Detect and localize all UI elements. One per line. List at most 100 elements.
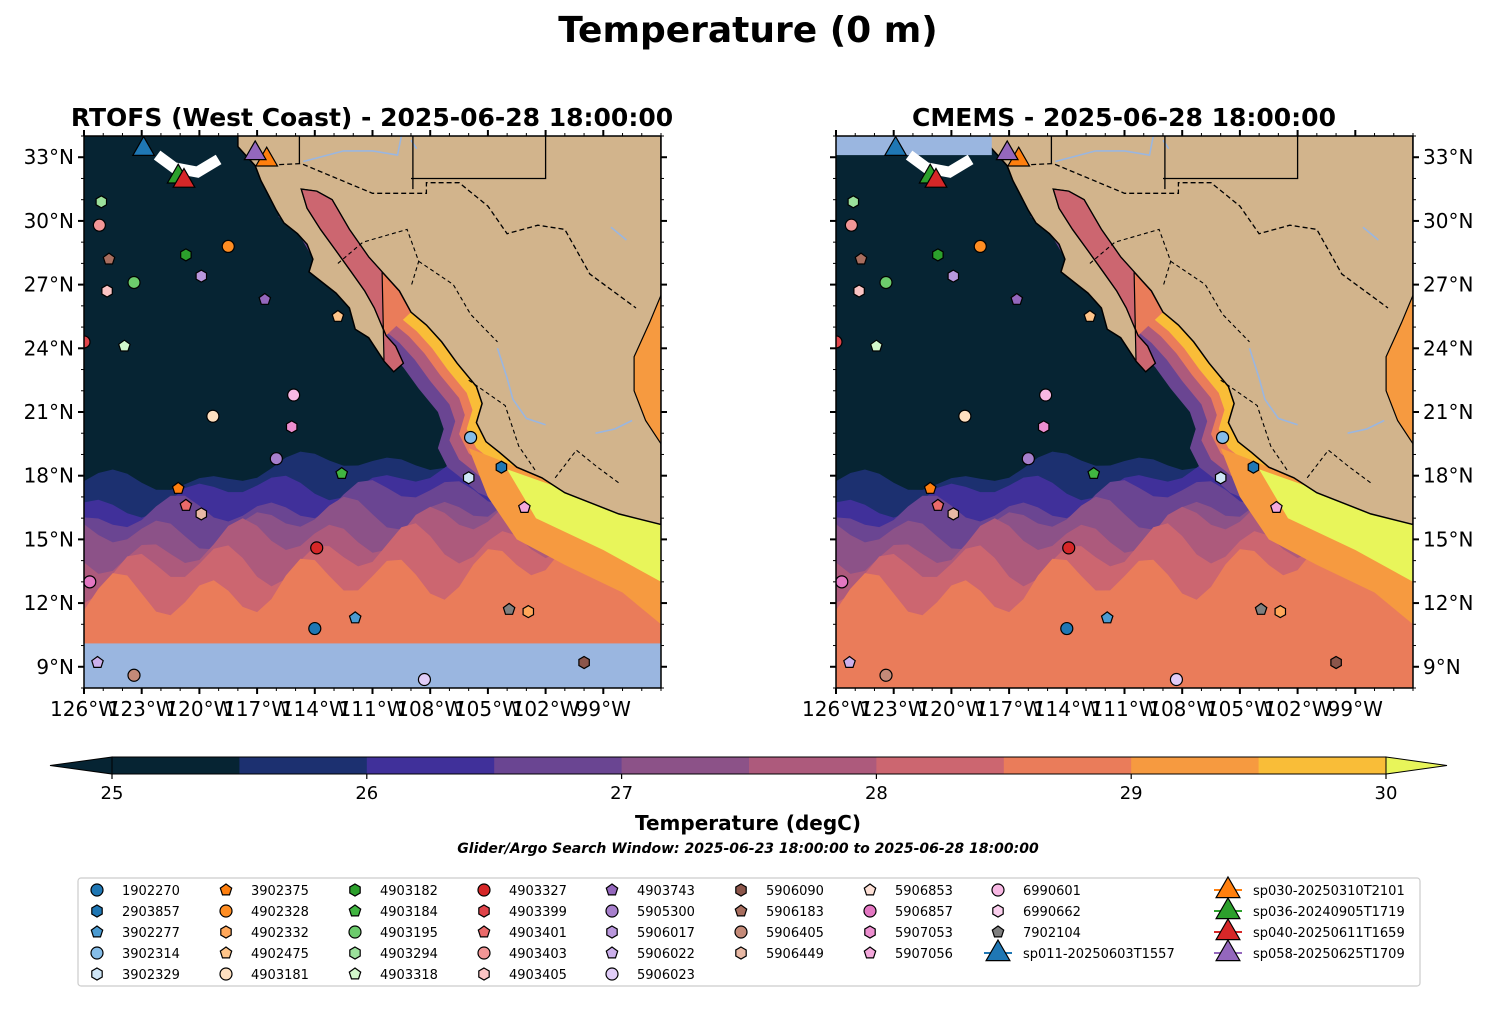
legend-marker-hexagon <box>91 904 103 918</box>
legend-label: 4903318 <box>380 968 438 983</box>
legend-label: 3902277 <box>122 926 180 941</box>
legend-label: 5906183 <box>766 905 824 920</box>
legend-label: 4903401 <box>509 926 567 941</box>
colorbar-label: Temperature (degC) <box>635 811 861 835</box>
river-rtofs <box>595 419 633 434</box>
colorbar-segment <box>876 757 1005 774</box>
legend-label: 4902475 <box>251 947 309 962</box>
lat-tick-label-cmems: 12°N <box>1423 591 1473 615</box>
legend-marker-circle <box>605 904 619 918</box>
lon-tick-label-rtofs: 114°W <box>281 697 349 721</box>
argo-float-rtofs <box>348 611 362 624</box>
argo-float-cmems <box>844 218 858 232</box>
legend-label: 4903327 <box>509 884 567 899</box>
figure-title: Temperature (0 m) <box>558 10 937 51</box>
argo-float-cmems <box>879 668 893 682</box>
colorbar-segment <box>239 757 368 774</box>
lon-tick-label-rtofs: 120°W <box>165 697 233 721</box>
lon-tick-label-rtofs: 123°W <box>108 697 176 721</box>
argo-float-rtofs <box>258 292 272 305</box>
legend-marker-pentagon <box>219 946 233 959</box>
gulf-of-california-cmems <box>1052 188 1157 373</box>
argo-float-cmems <box>1269 500 1283 514</box>
legend-marker-pentagon <box>477 925 491 938</box>
river-rtofs <box>496 348 546 426</box>
lon-tick-label-cmems: 102°W <box>1264 697 1332 721</box>
glider-cmems <box>995 139 1020 161</box>
lat-tick-label-cmems: 33°N <box>1423 145 1473 169</box>
argo-float-cmems <box>1083 309 1097 322</box>
legend-label: sp036-20240905T1719 <box>1253 905 1405 920</box>
lat-tick-label-rtofs: 21°N <box>24 400 74 424</box>
argo-float-cmems <box>1274 604 1287 619</box>
glider-track-rtofs <box>153 150 222 178</box>
colorbar-tick-label: 26 <box>355 783 378 804</box>
lat-tick-label-cmems: 18°N <box>1423 464 1473 488</box>
argo-float-rtofs <box>101 284 113 298</box>
colorbar-segment <box>366 757 495 774</box>
argo-float-cmems <box>1087 466 1101 479</box>
legend-marker-circle <box>90 883 104 897</box>
legend-label: 5906023 <box>637 968 695 983</box>
argo-float-cmems <box>947 269 960 283</box>
legend-marker-hexagon <box>478 967 490 981</box>
state-border-rtofs <box>337 228 420 287</box>
colorbar-under-extend <box>49 756 113 775</box>
legend-label: 4902328 <box>251 905 309 920</box>
sst-band-cmems <box>836 536 1413 688</box>
lon-tick-label-rtofs: 102°W <box>512 697 580 721</box>
legend-label: 4902332 <box>251 926 309 941</box>
lon-tick-label-rtofs: 105°W <box>454 697 522 721</box>
argo-float-cmems <box>931 498 945 511</box>
legend-marker-hexagon <box>606 925 618 939</box>
legend-label: sp011-20250603T1557 <box>1023 947 1175 962</box>
us-state-line-cmems <box>1163 136 1299 180</box>
argo-float-rtofs <box>522 604 535 619</box>
argo-float-cmems <box>973 239 987 253</box>
lon-tick-label-cmems: 105°W <box>1206 697 1274 721</box>
colorbar-tick-label: 27 <box>610 783 633 804</box>
search-window-note: Glider/Argo Search Window: 2025-06-23 18… <box>457 841 1039 857</box>
glider-cmems <box>883 136 908 156</box>
argo-float-rtofs <box>417 672 432 687</box>
legend-marker-pentagon <box>348 904 362 917</box>
argo-float-cmems <box>1100 611 1114 624</box>
legend-label: sp030-20250310T2101 <box>1253 884 1405 899</box>
legend-label: sp040-20250611T1659 <box>1253 926 1405 941</box>
argo-float-rtofs <box>195 269 208 283</box>
legend-label: 4903403 <box>509 947 567 962</box>
argo-float-rtofs <box>578 655 590 670</box>
lon-tick-label-cmems: 120°W <box>917 697 985 721</box>
legend-marker-circle <box>348 925 362 939</box>
colorbar: 25 26 27 28 29 30 <box>49 756 1448 804</box>
river-cmems <box>1248 348 1298 426</box>
legend-label: 4903184 <box>380 905 438 920</box>
lat-tick-label-rtofs: 30°N <box>24 209 74 233</box>
argo-float-rtofs <box>84 335 91 349</box>
legend-label: 5906857 <box>895 905 953 920</box>
colorbar-frame <box>111 756 1387 775</box>
lat-tick-label-cmems: 9°N <box>1423 655 1461 679</box>
argo-float-rtofs <box>179 498 193 511</box>
colorbar-segment <box>112 757 240 774</box>
river-rtofs <box>610 226 627 241</box>
sst-warm-plume-rtofs <box>468 448 661 625</box>
argo-float-rtofs <box>221 239 235 253</box>
lat-tick-label-cmems: 30°N <box>1423 209 1473 233</box>
colorbar-tick-label: 30 <box>1375 783 1398 804</box>
argo-float-rtofs <box>502 602 516 615</box>
legend-marker-pentagon <box>348 967 362 980</box>
argo-float-rtofs <box>95 195 108 209</box>
gulf-of-mexico-rtofs <box>633 294 661 445</box>
legend-label: 4903182 <box>380 884 438 899</box>
state-border-cmems <box>1220 379 1289 472</box>
legend-label: 3902329 <box>122 968 180 983</box>
colorbar-tick-label: 29 <box>1120 783 1143 804</box>
lon-tick-label-cmems: 126°W <box>802 697 870 721</box>
argo-float-cmems <box>1010 292 1024 305</box>
argo-float-cmems <box>1254 602 1268 615</box>
legend-marker-pentagon <box>605 883 619 896</box>
legend-marker-hexagon <box>349 883 361 897</box>
argo-float-rtofs <box>127 275 141 290</box>
lon-tick-label-rtofs: 99°W <box>576 697 631 721</box>
